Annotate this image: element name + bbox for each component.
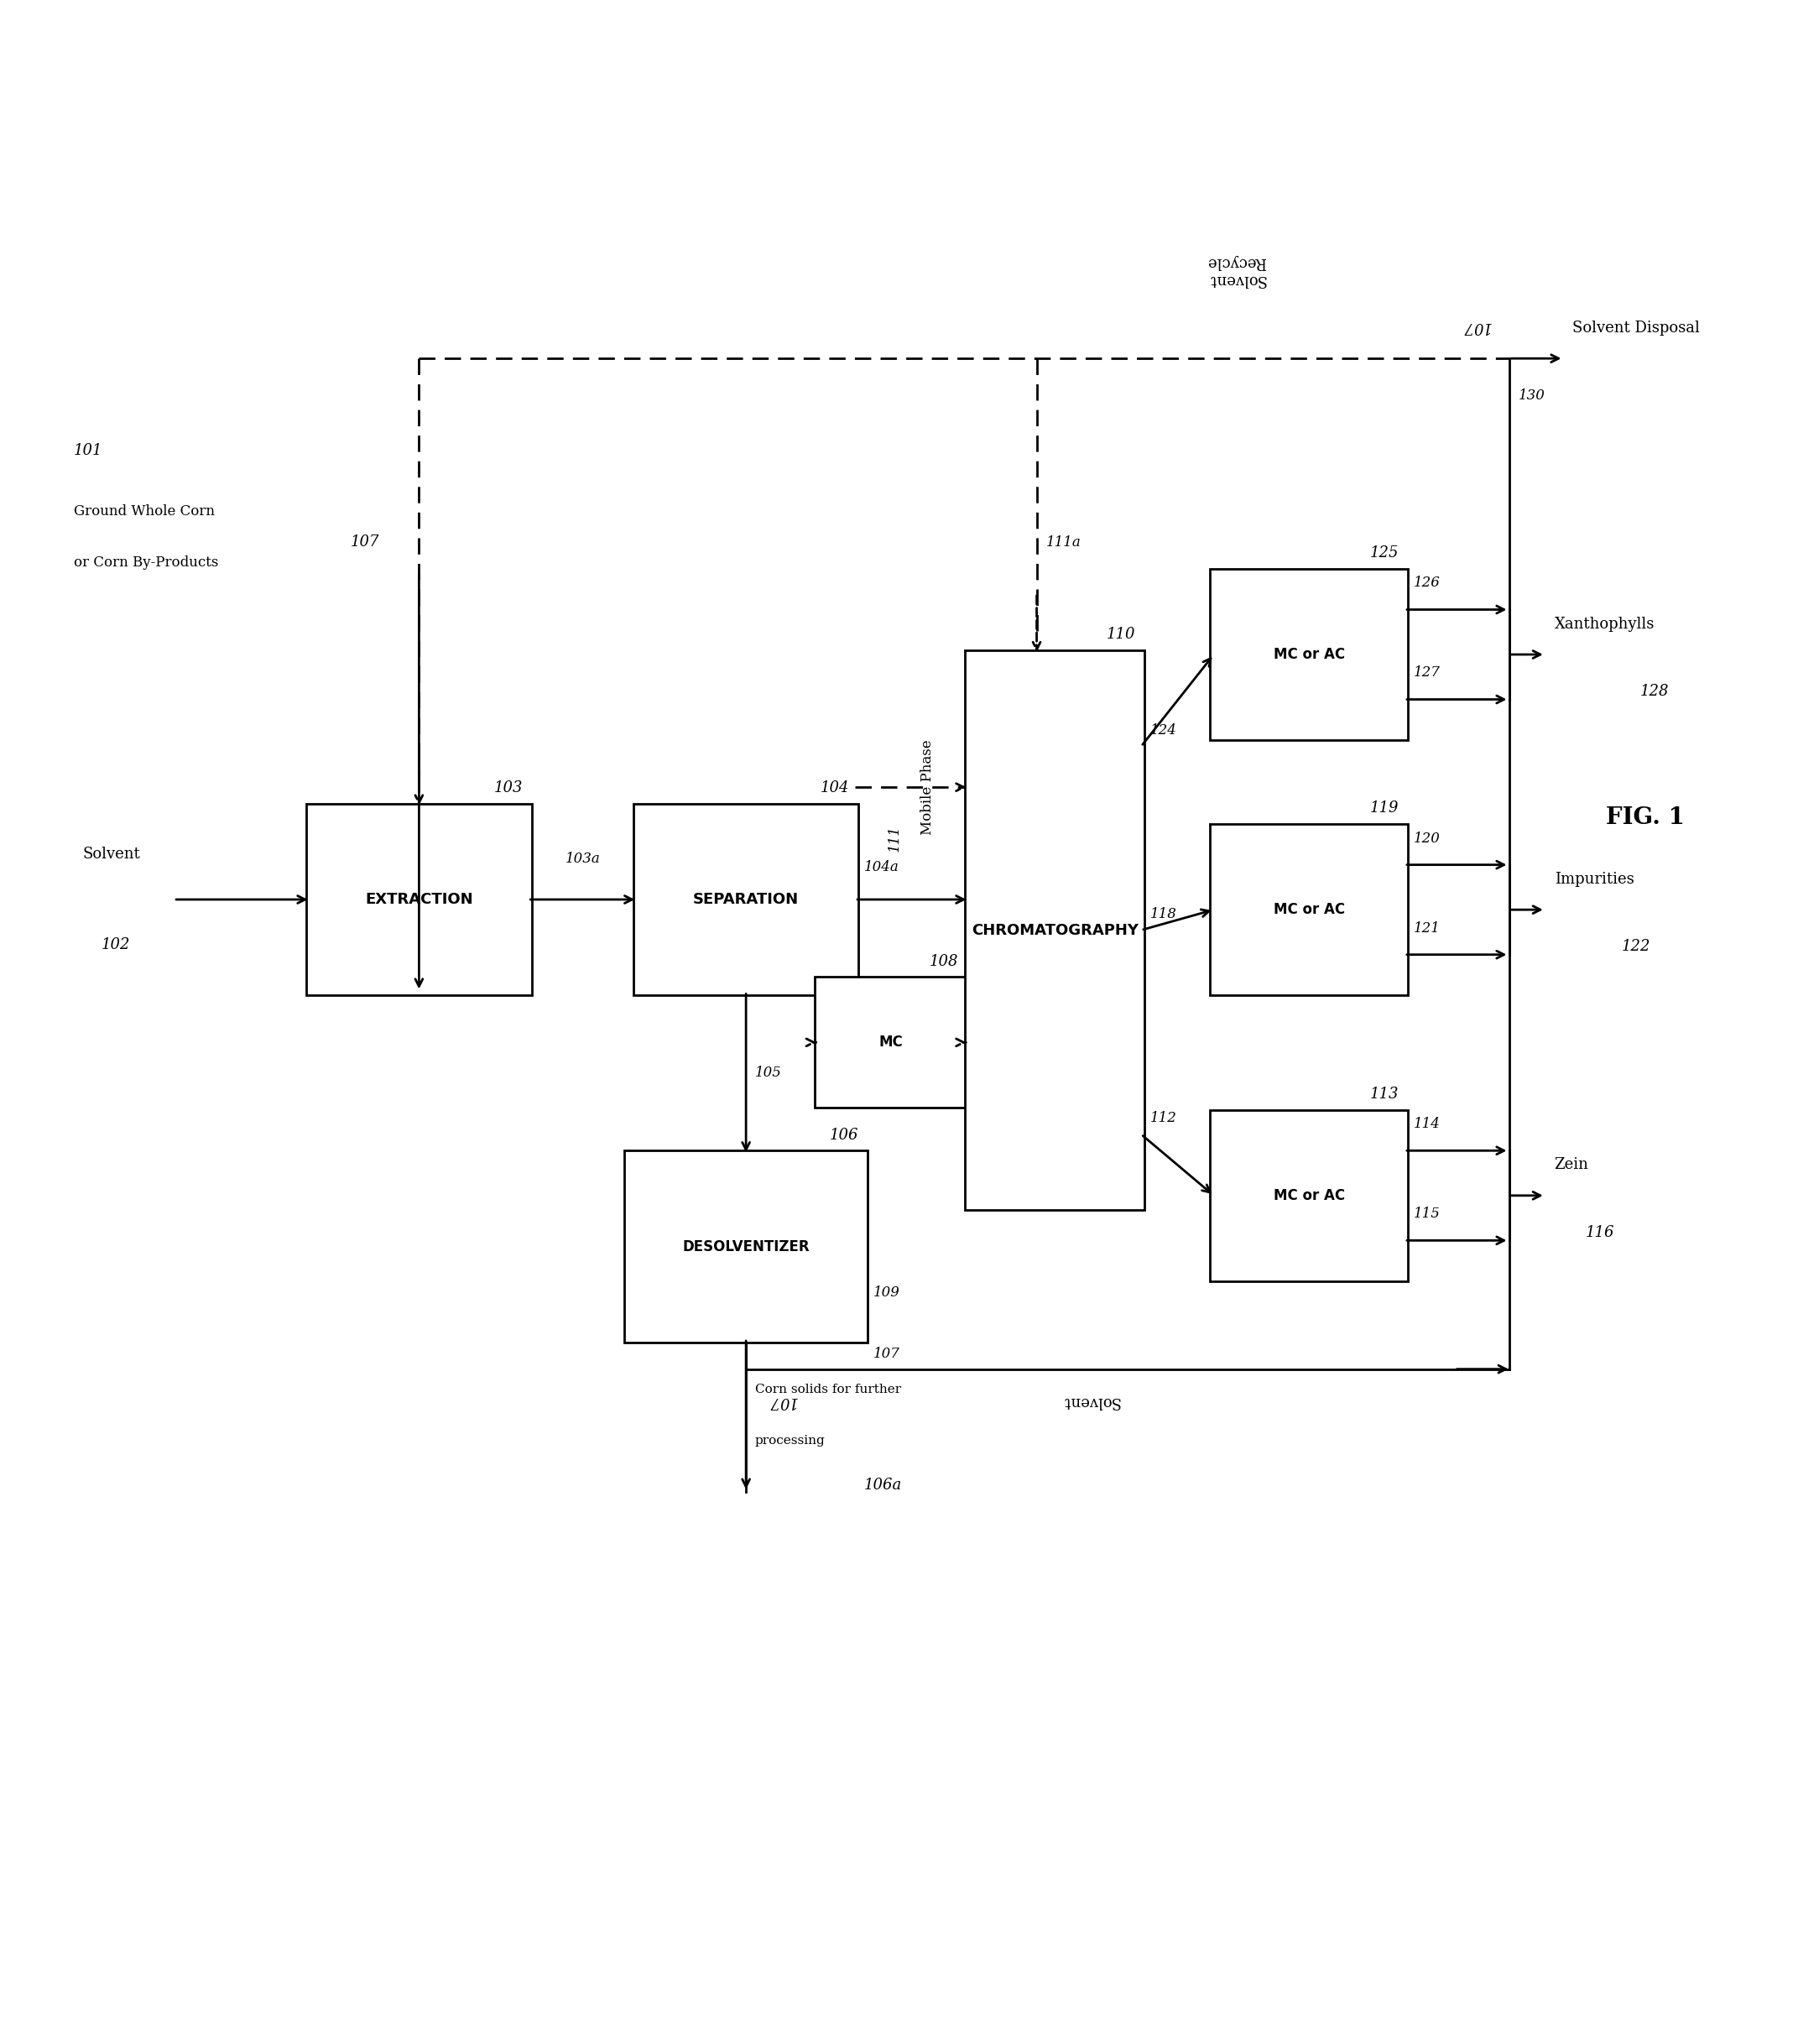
- Text: 125: 125: [1370, 546, 1399, 560]
- Text: 126: 126: [1413, 576, 1441, 591]
- Text: Corn solids for further: Corn solids for further: [755, 1384, 900, 1396]
- FancyBboxPatch shape: [633, 803, 859, 995]
- FancyBboxPatch shape: [306, 803, 531, 995]
- Text: MC or AC: MC or AC: [1273, 648, 1344, 662]
- FancyBboxPatch shape: [1210, 568, 1408, 740]
- Text: 107: 107: [1462, 319, 1492, 333]
- Text: 105: 105: [755, 1065, 782, 1079]
- Text: or Corn By-Products: or Corn By-Products: [75, 556, 218, 570]
- Text: 103a: 103a: [566, 852, 600, 867]
- Text: Solvent: Solvent: [84, 846, 140, 863]
- Text: 106a: 106a: [864, 1478, 902, 1492]
- Text: 124: 124: [1150, 724, 1177, 738]
- Text: 120: 120: [1413, 832, 1441, 846]
- Text: 110: 110: [1106, 628, 1135, 642]
- FancyBboxPatch shape: [964, 650, 1144, 1210]
- Text: MC or AC: MC or AC: [1273, 1188, 1344, 1204]
- Text: 108: 108: [930, 955, 959, 969]
- Text: SEPARATION: SEPARATION: [693, 891, 799, 908]
- Text: processing: processing: [755, 1435, 826, 1447]
- Text: 130: 130: [1519, 388, 1544, 403]
- Text: 119: 119: [1370, 801, 1399, 816]
- Text: 118: 118: [1150, 908, 1177, 922]
- Text: 116: 116: [1586, 1224, 1613, 1241]
- Text: 107: 107: [349, 536, 378, 550]
- Text: 106: 106: [829, 1128, 859, 1143]
- Text: 104: 104: [820, 781, 849, 795]
- Text: Solvent: Solvent: [1062, 1394, 1121, 1408]
- Text: CHROMATOGRAPHY: CHROMATOGRAPHY: [971, 922, 1139, 938]
- Text: 109: 109: [873, 1286, 900, 1300]
- Text: DESOLVENTIZER: DESOLVENTIZER: [682, 1239, 809, 1255]
- Text: 115: 115: [1413, 1206, 1441, 1220]
- Text: 113: 113: [1370, 1087, 1399, 1102]
- Text: Xanthophylls: Xanthophylls: [1555, 617, 1655, 632]
- Text: 127: 127: [1413, 666, 1441, 681]
- FancyBboxPatch shape: [624, 1151, 868, 1343]
- Text: 122: 122: [1621, 938, 1650, 955]
- Text: Ground Whole Corn: Ground Whole Corn: [75, 505, 215, 519]
- FancyBboxPatch shape: [1210, 1110, 1408, 1282]
- Text: Solvent Disposal: Solvent Disposal: [1573, 321, 1701, 335]
- FancyBboxPatch shape: [1210, 824, 1408, 995]
- Text: 111: 111: [888, 826, 902, 852]
- Text: 107: 107: [873, 1347, 900, 1361]
- Text: Mobile Phase: Mobile Phase: [920, 740, 935, 834]
- Text: 102: 102: [102, 936, 129, 953]
- Text: FIG. 1: FIG. 1: [1606, 807, 1684, 830]
- Text: MC: MC: [879, 1034, 904, 1051]
- Text: 104a: 104a: [864, 861, 899, 875]
- Text: Impurities: Impurities: [1555, 871, 1633, 887]
- FancyBboxPatch shape: [815, 977, 968, 1108]
- Text: Solvent
Recycle: Solvent Recycle: [1206, 253, 1266, 286]
- Text: 121: 121: [1413, 922, 1441, 936]
- Text: 114: 114: [1413, 1116, 1441, 1130]
- Text: 112: 112: [1150, 1110, 1177, 1124]
- Text: Zein: Zein: [1555, 1157, 1588, 1173]
- Text: 111a: 111a: [1046, 536, 1080, 550]
- Text: EXTRACTION: EXTRACTION: [366, 891, 473, 908]
- Text: MC or AC: MC or AC: [1273, 901, 1344, 918]
- Text: 101: 101: [75, 444, 104, 458]
- Text: 103: 103: [493, 781, 522, 795]
- Text: 107: 107: [768, 1394, 797, 1408]
- Text: 128: 128: [1639, 683, 1668, 699]
